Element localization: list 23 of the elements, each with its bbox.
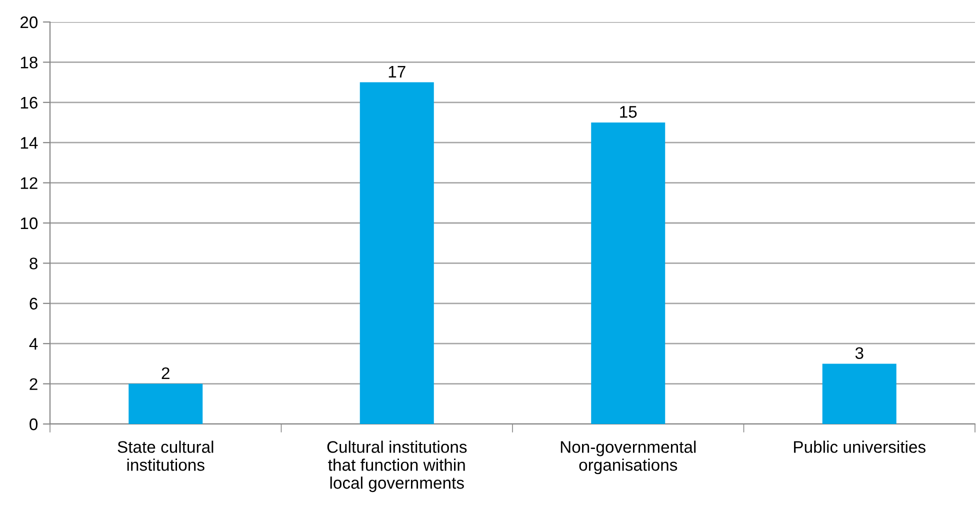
y-tick-label: 18 xyxy=(20,56,38,68)
x-tick-label: Cultural institutions that function within local governments xyxy=(327,440,467,492)
y-tick-label: 10 xyxy=(20,217,38,230)
y-tick-label: 16 xyxy=(20,96,38,109)
y-tick-label: 20 xyxy=(20,16,38,28)
y-tick-label: 0 xyxy=(30,418,38,430)
x-tick-label: Public universities xyxy=(794,440,926,453)
bar xyxy=(360,82,434,424)
bar xyxy=(822,364,896,424)
data-label: 2 xyxy=(162,367,170,379)
y-tick-label: 2 xyxy=(30,378,38,390)
bar xyxy=(128,384,203,424)
y-tick-label: 14 xyxy=(20,137,38,149)
data-label: 15 xyxy=(620,106,637,118)
y-tick-label: 12 xyxy=(20,177,38,189)
y-tick-label: 4 xyxy=(29,338,38,350)
y-tick-label: 6 xyxy=(30,298,38,310)
x-tick-label: State cultural institutions xyxy=(118,440,214,471)
data-label: 17 xyxy=(388,66,406,78)
bar xyxy=(591,122,666,424)
data-label: 3 xyxy=(855,347,864,360)
x-tick-label: Non-governmental organisations xyxy=(560,440,696,474)
y-tick-label: 8 xyxy=(30,258,38,270)
